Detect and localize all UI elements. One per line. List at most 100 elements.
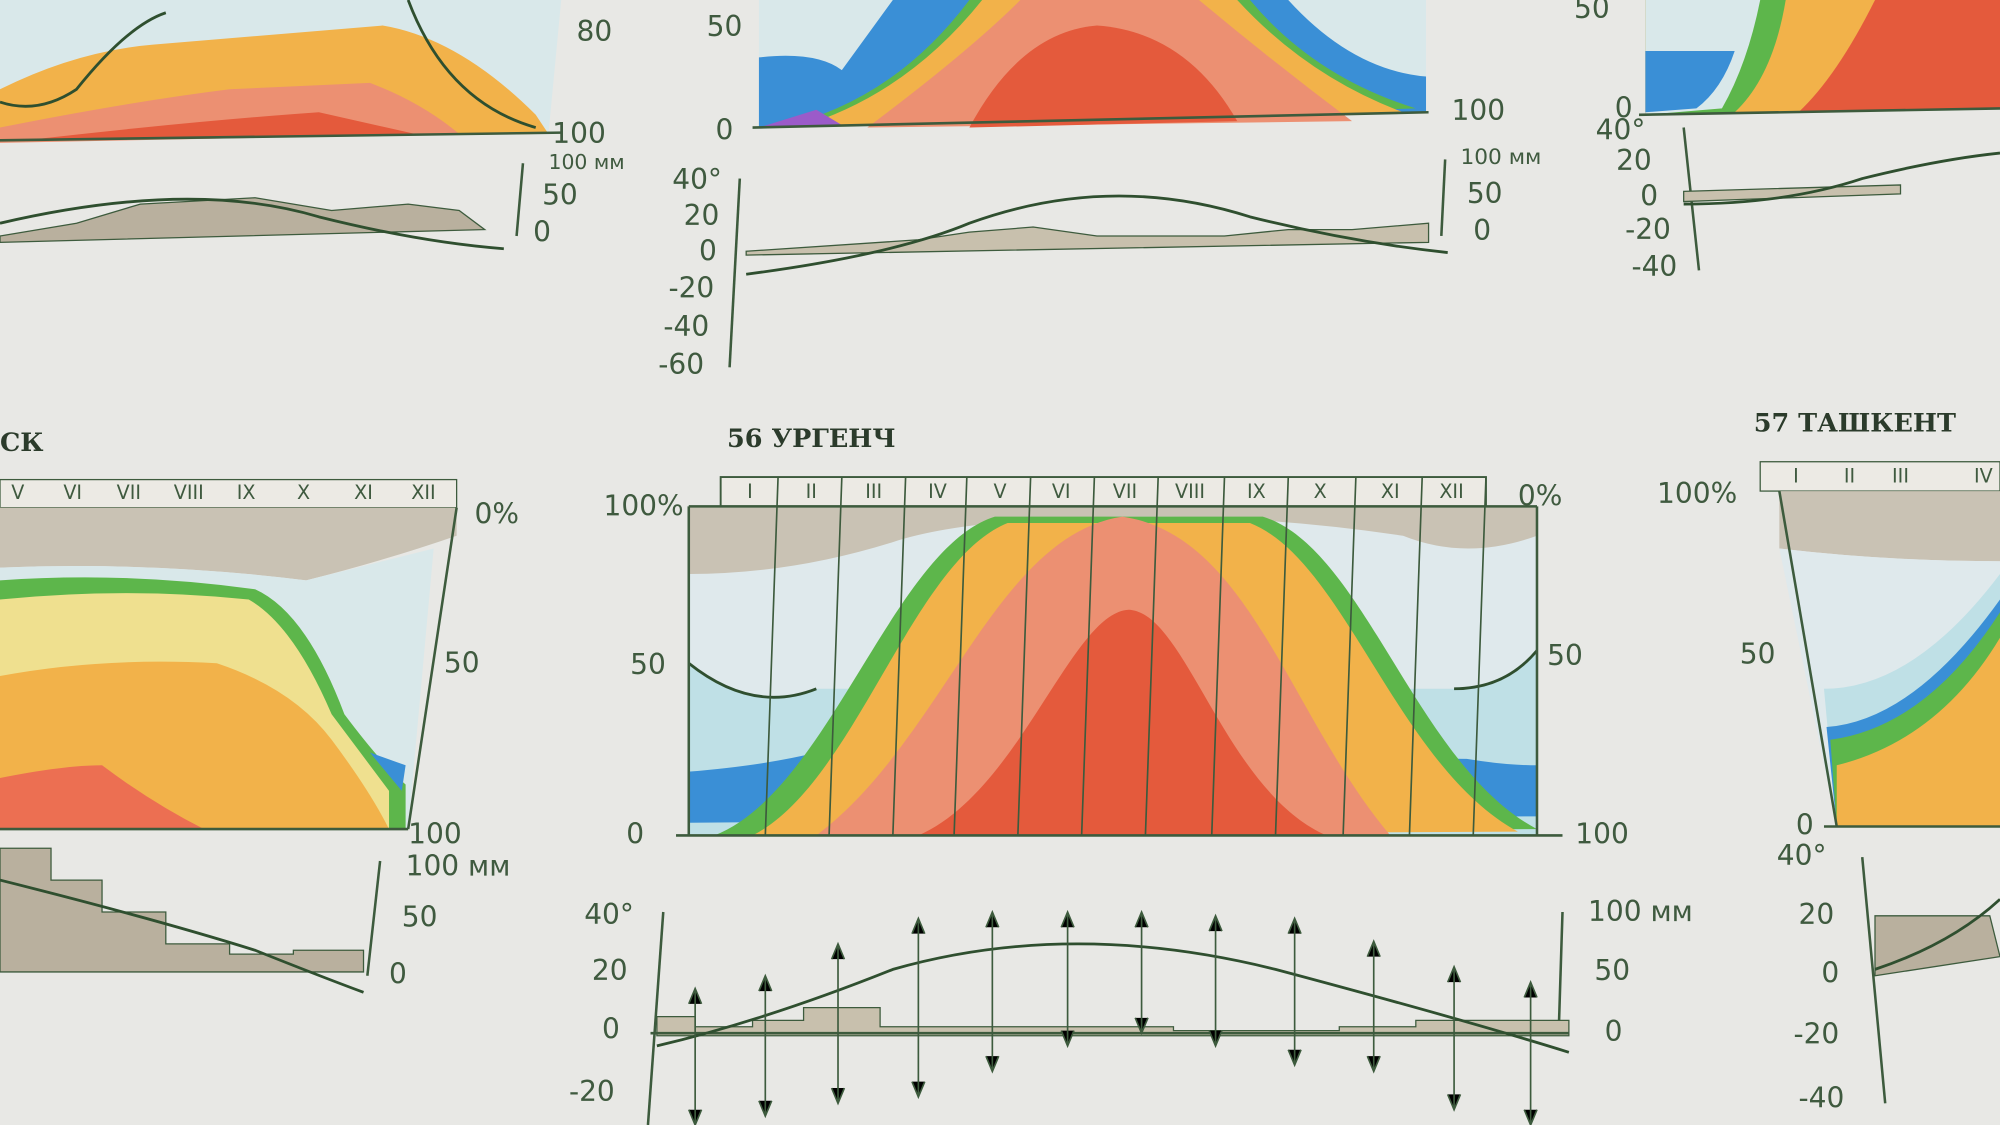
axis-label: 50 bbox=[1574, 0, 1610, 25]
month-label: VI bbox=[63, 481, 82, 504]
chart-top-left bbox=[0, 0, 562, 251]
axis-label: 100% bbox=[603, 490, 683, 523]
axis-label: 50 bbox=[444, 647, 480, 680]
month-label: VII bbox=[1113, 480, 1137, 503]
temp-curve bbox=[1683, 151, 2000, 206]
axis bbox=[1860, 857, 1887, 1104]
month-label: IV bbox=[928, 480, 947, 503]
axis-label: 0 bbox=[602, 1013, 620, 1046]
axis-label: -40 bbox=[1631, 250, 1677, 283]
axis bbox=[366, 860, 382, 976]
axis-label: 0 bbox=[1605, 1015, 1623, 1048]
month-label: X bbox=[1314, 480, 1327, 503]
month-label: XII bbox=[1439, 480, 1463, 503]
month-label: V bbox=[993, 480, 1006, 503]
chart-title: 56 УРГЕНЧ bbox=[727, 424, 896, 454]
temp-curve bbox=[745, 194, 1448, 276]
temp-curve bbox=[0, 878, 365, 994]
temp-range-arrows bbox=[688, 909, 1538, 1125]
axis-label: 80 bbox=[577, 15, 613, 48]
axis-label: 100 мм bbox=[548, 150, 624, 174]
month-header bbox=[1759, 461, 2000, 492]
band bbox=[25, 112, 421, 141]
axis-label: 0 bbox=[716, 113, 734, 146]
month-label: II bbox=[806, 480, 817, 503]
month-label: IV bbox=[1974, 465, 1993, 488]
month-label: I bbox=[1793, 465, 1799, 488]
axis-label: 50 bbox=[1740, 638, 1776, 671]
axis bbox=[1557, 911, 1564, 1034]
axis-label: 0 bbox=[1473, 214, 1491, 247]
precip-bars bbox=[0, 197, 487, 243]
axis-label: 50 bbox=[542, 178, 578, 211]
axis-label: 100 мм bbox=[1588, 895, 1693, 928]
axis-label: 100 bbox=[408, 817, 462, 850]
axis-label: 0% bbox=[474, 497, 519, 530]
axis-label: 20 bbox=[1798, 898, 1834, 931]
month-label: XI bbox=[1381, 480, 1400, 503]
band bbox=[1645, 51, 1735, 113]
axis-label: -20 bbox=[668, 272, 714, 305]
axis-label: -20 bbox=[1625, 213, 1671, 246]
axis-label: -40 bbox=[663, 310, 709, 343]
axis-label: 100 bbox=[552, 117, 606, 150]
month-label: IX bbox=[237, 481, 256, 504]
axis-label: 40° bbox=[584, 898, 634, 931]
axis bbox=[752, 110, 1429, 129]
band bbox=[0, 507, 457, 581]
month-label: II bbox=[1844, 465, 1855, 488]
axis-label: 0 bbox=[1796, 809, 1814, 842]
axis-label: 100 bbox=[1575, 817, 1629, 850]
axis bbox=[1440, 159, 1447, 237]
axis bbox=[406, 507, 458, 830]
temp-curve bbox=[656, 942, 1570, 1054]
band bbox=[1836, 637, 2000, 827]
axis-label: 40° bbox=[672, 163, 722, 196]
axis-label: 0% bbox=[1518, 479, 1562, 512]
month-label: X bbox=[297, 481, 310, 504]
precip-bars bbox=[1874, 915, 2000, 977]
axis-label: 0 bbox=[699, 235, 717, 268]
axis bbox=[646, 911, 665, 1125]
axis-label: -40 bbox=[1799, 1081, 1845, 1114]
axis-label: 20 bbox=[684, 199, 720, 232]
axis-label: 100 мм bbox=[1460, 145, 1541, 170]
curve bbox=[687, 649, 1539, 699]
axis-label: 0 bbox=[626, 817, 644, 850]
axis-label: 0 bbox=[1615, 92, 1633, 125]
month-label: VI bbox=[1052, 480, 1071, 503]
temp-curve bbox=[0, 197, 504, 251]
precip-bars bbox=[656, 1007, 1570, 1037]
axis-label: -20 bbox=[569, 1075, 615, 1108]
axis bbox=[1778, 490, 1838, 827]
axis-label: 0 bbox=[533, 215, 551, 248]
axis-label: 50 bbox=[1467, 177, 1503, 210]
curve bbox=[406, 0, 537, 129]
month-label: XII bbox=[411, 481, 435, 504]
chart-title: 57 ТАШКЕНТ bbox=[1754, 409, 1956, 439]
precip-bars bbox=[745, 222, 1430, 256]
axis-label: 0 bbox=[389, 958, 407, 991]
month-header bbox=[719, 476, 1487, 508]
month-label: III bbox=[865, 480, 882, 503]
band bbox=[758, 109, 842, 128]
month-label: I bbox=[747, 480, 753, 503]
chart-top-middle bbox=[728, 0, 1448, 368]
month-label: V bbox=[11, 481, 24, 504]
month-label: XI bbox=[354, 481, 373, 504]
month-label: VII bbox=[117, 481, 141, 504]
axis-label: 100 bbox=[1452, 94, 1506, 127]
band bbox=[1779, 491, 2000, 562]
axis-label: 50 bbox=[1594, 954, 1630, 987]
axis bbox=[728, 178, 742, 368]
band bbox=[969, 25, 1238, 128]
axis-label: 20 bbox=[592, 954, 628, 987]
axis-label: 50 bbox=[1547, 639, 1583, 672]
temp-curve bbox=[1874, 898, 2000, 971]
month-label: VIII bbox=[1175, 480, 1205, 503]
axis-label: 20 bbox=[1616, 144, 1652, 177]
month-label: III bbox=[1892, 465, 1909, 488]
axis bbox=[1639, 107, 2000, 117]
